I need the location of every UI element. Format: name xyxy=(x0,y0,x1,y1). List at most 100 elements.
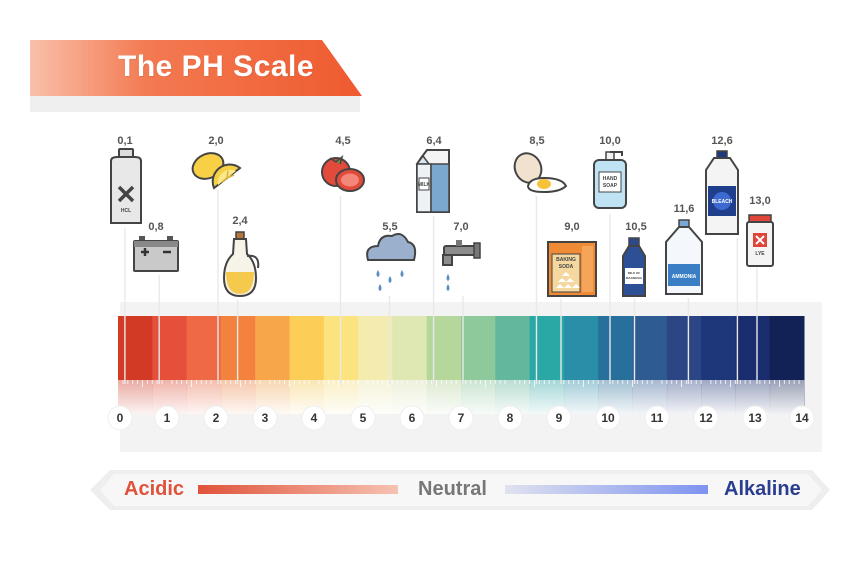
ph-number-circle xyxy=(301,405,327,431)
ph-number-circle xyxy=(154,405,180,431)
svg-text:HAND: HAND xyxy=(603,176,618,182)
scale-segment xyxy=(426,316,462,380)
lemon-icon xyxy=(191,152,242,190)
scale-segment xyxy=(632,316,668,380)
scale-segment xyxy=(255,316,290,380)
egg-icon xyxy=(513,152,568,194)
ph-number-circles: 0 1 2 3 4 5 6 7 8 9 10 11 12 13 14 xyxy=(107,405,815,431)
value-label-tomato: 4,5 xyxy=(335,135,350,147)
ph-number-label: 6 xyxy=(409,411,416,425)
hcl-label: HCL xyxy=(121,208,131,214)
vinegar-bottle-icon xyxy=(222,231,260,298)
legend-acidic: Acidic xyxy=(124,478,185,500)
value-label-egg: 8,5 xyxy=(529,135,544,147)
lye-label: LYE xyxy=(755,251,765,257)
scale-segment xyxy=(186,316,222,380)
ph-number-circle xyxy=(742,405,768,431)
svg-text:MILK OF: MILK OF xyxy=(628,271,640,275)
lye-jar-icon: LYE xyxy=(746,214,774,267)
value-label-milk: 6,4 xyxy=(426,135,442,147)
milk-label: MILK xyxy=(418,182,431,188)
ph-number-label: 2 xyxy=(213,411,220,425)
ph-number-circle xyxy=(107,405,133,431)
value-label-bleach: 12,6 xyxy=(711,135,732,147)
scale-segment xyxy=(118,316,153,380)
tomato-icon xyxy=(321,154,365,192)
value-label-vinegar: 2,4 xyxy=(232,215,248,227)
value-label-battery: 0,8 xyxy=(148,221,163,233)
ph-number-circle xyxy=(350,405,376,431)
ph-number-label: 4 xyxy=(311,411,318,425)
value-label-hand-soap: 10,0 xyxy=(599,135,620,147)
scale-segment xyxy=(563,316,599,380)
ph-number-label: 13 xyxy=(748,411,762,425)
ph-number-circle xyxy=(693,405,719,431)
scale-segment xyxy=(735,316,771,380)
ph-number-label: 3 xyxy=(262,411,269,425)
ph-number-label: 14 xyxy=(795,411,809,425)
value-label-lye: 13,0 xyxy=(749,195,770,207)
value-label-lemon: 2,0 xyxy=(208,135,223,147)
page-title: The PH Scale xyxy=(118,50,315,83)
hand-soap-icon: HAND SOAP xyxy=(593,151,627,209)
ph-number-label: 1 xyxy=(164,411,171,425)
legend-alkaline: Alkaline xyxy=(724,478,801,500)
scale-segment xyxy=(461,316,496,380)
ph-number-label: 11 xyxy=(651,411,664,425)
ph-number-circle xyxy=(203,405,229,431)
scale-segment xyxy=(666,316,702,380)
scale-segment xyxy=(598,316,633,380)
title-banner-shadow xyxy=(30,92,360,112)
svg-text:SOAP: SOAP xyxy=(603,183,618,189)
legend-ribbon xyxy=(90,470,830,510)
ph-number-circle xyxy=(448,405,474,431)
ammonia-jug-icon: AMMONIA xyxy=(665,219,703,295)
svg-text:BAKING: BAKING xyxy=(556,257,576,263)
value-label-magnesia: 10,5 xyxy=(625,221,646,233)
ph-color-scale xyxy=(118,316,805,380)
ph-number-label: 9 xyxy=(556,411,563,425)
value-label-rain: 5,5 xyxy=(382,221,397,233)
ph-number-label: 10 xyxy=(601,411,615,425)
acidic-gradient-bar xyxy=(198,485,398,494)
baking-soda-icon: BAKING SODA xyxy=(547,241,597,297)
ph-number-label: 0 xyxy=(117,411,124,425)
scale-segment xyxy=(392,316,428,380)
car-battery-icon xyxy=(133,236,179,272)
value-label-water: 7,0 xyxy=(453,221,468,233)
ph-number-circle xyxy=(789,405,815,431)
ph-number-label: 5 xyxy=(360,411,367,425)
value-label-hcl: 0,1 xyxy=(117,135,132,147)
rain-cloud-icon xyxy=(366,233,417,291)
ph-ticks xyxy=(122,380,800,387)
value-labels: 0,1 0,8 2,0 2,4 4,5 5,5 6,4 7,0 8,5 9,0 … xyxy=(117,135,770,233)
scale-segment xyxy=(769,316,805,380)
value-label-ammonia: 11,6 xyxy=(674,203,695,215)
scale-segment xyxy=(152,316,188,380)
milk-carton-icon: MILK xyxy=(415,149,450,213)
bleach-jug-icon: BLEACH xyxy=(705,150,739,235)
milk-of-magnesia-icon: MILK OF MAGNESIA xyxy=(622,237,646,297)
scale-segment xyxy=(495,316,531,380)
ph-number-circle xyxy=(497,405,523,431)
water-tap-icon xyxy=(442,240,481,291)
ph-marker-lines xyxy=(124,190,758,384)
ph-number-circle xyxy=(644,405,670,431)
ph-number-label: 8 xyxy=(507,411,514,425)
value-label-baking-soda: 9,0 xyxy=(564,221,579,233)
ph-number-circle xyxy=(399,405,425,431)
title-banner xyxy=(30,40,362,96)
ph-scale-reflection xyxy=(118,380,805,414)
scale-segment xyxy=(701,316,736,380)
bleach-label: BLEACH xyxy=(712,199,733,205)
scale-segment xyxy=(289,316,325,380)
scale-segment xyxy=(358,316,393,380)
legend-neutral: Neutral xyxy=(418,478,487,500)
ph-number-label: 7 xyxy=(458,411,465,425)
ammonia-label: AMMONIA xyxy=(672,274,697,280)
ph-number-label: 12 xyxy=(699,411,713,425)
svg-text:MAGNESIA: MAGNESIA xyxy=(626,276,643,280)
svg-text:SODA: SODA xyxy=(559,264,574,270)
alkaline-gradient-bar xyxy=(505,485,708,494)
